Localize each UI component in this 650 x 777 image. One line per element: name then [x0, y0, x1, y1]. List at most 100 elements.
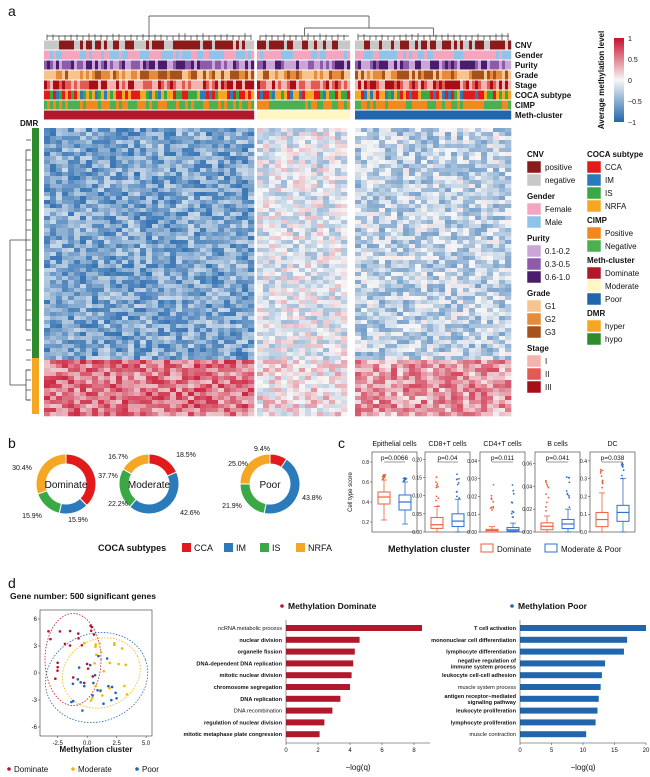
annotation-cell: [355, 40, 359, 50]
annotation-cell: [242, 80, 246, 90]
annotation-cell: [505, 60, 509, 70]
annotation-cell: [44, 50, 48, 60]
heatmap-cell: [140, 352, 147, 357]
heatmap-cell: [104, 396, 111, 401]
annotation-cell: [80, 70, 84, 80]
annotation-cell: [236, 40, 240, 50]
heatmap-cell: [56, 268, 63, 273]
heatmap-cell: [242, 172, 249, 177]
heatmap-cell: [287, 260, 294, 265]
annotation-cell: [394, 50, 398, 60]
heatmap-cell: [44, 324, 51, 329]
heatmap-cell: [206, 220, 213, 225]
heatmap-cell: [98, 316, 105, 321]
heatmap-cell: [74, 140, 81, 145]
heatmap-cell: [116, 300, 123, 305]
heatmap-cell: [257, 336, 264, 341]
heatmap-cell: [92, 192, 99, 197]
heatmap-cell: [305, 300, 312, 305]
heatmap-cell: [230, 340, 237, 345]
heatmap-cell: [206, 340, 213, 345]
heatmap-cell: [188, 200, 195, 205]
heatmap-cell: [236, 368, 243, 373]
heatmap-cell: [176, 312, 183, 317]
heatmap-cell: [86, 400, 93, 405]
annotation-cell: [281, 110, 285, 120]
annotation-cell: [284, 80, 288, 90]
heatmap-cell: [86, 264, 93, 269]
heatmap-cell: [104, 212, 111, 217]
annotation-cell: [451, 100, 455, 110]
heatmap-cell: [86, 380, 93, 385]
heatmap-cell: [134, 344, 141, 349]
annotation-cell: [361, 40, 365, 50]
heatmap-cell: [299, 232, 306, 237]
heatmap-cell: [56, 252, 63, 257]
annotation-cell: [290, 110, 294, 120]
heatmap-cell: [170, 156, 177, 161]
annotation-cell: [188, 70, 192, 80]
heatmap-cell: [164, 136, 171, 141]
heatmap-cell: [152, 272, 159, 277]
heatmap-cell: [257, 232, 264, 237]
heatmap-cell: [230, 200, 237, 205]
heatmap-cell: [146, 204, 153, 209]
heatmap-cell: [311, 156, 318, 161]
heatmap-cell: [257, 136, 264, 141]
heatmap-cell: [140, 368, 147, 373]
annotation-cell: [230, 110, 234, 120]
annotation-cell: [412, 60, 416, 70]
annotation-cell: [125, 110, 129, 120]
heatmap-cell: [122, 224, 129, 229]
heatmap-cell: [341, 380, 348, 385]
heatmap-cell: [128, 140, 135, 145]
heatmap-cell: [317, 412, 324, 417]
annotation-cell: [424, 60, 428, 70]
annotation-cell: [493, 110, 497, 120]
heatmap-cell: [212, 156, 219, 161]
heatmap-cell: [116, 332, 123, 337]
heatmap-cell: [134, 368, 141, 373]
annotation-cell: [299, 100, 303, 110]
heatmap-cell: [355, 136, 362, 141]
heatmap-cell: [164, 264, 171, 269]
heatmap-cell: [335, 328, 342, 333]
heatmap-cell: [230, 268, 237, 273]
heatmap-cell: [62, 384, 69, 389]
annotation-cell: [475, 60, 479, 70]
heatmap-cell: [481, 132, 488, 137]
heatmap-cell: [212, 368, 219, 373]
annotation-cell: [311, 40, 315, 50]
heatmap-cell: [230, 144, 237, 149]
heatmap-cell: [275, 208, 282, 213]
heatmap-cell: [224, 320, 231, 325]
heatmap-cell: [92, 360, 99, 365]
heatmap-cell: [317, 268, 324, 273]
annotation-cell: [155, 70, 159, 80]
heatmap-cell: [236, 404, 243, 409]
heatmap-cell: [188, 208, 195, 213]
heatmap-cell: [116, 172, 123, 177]
annotation-cell: [245, 100, 249, 110]
heatmap-cell: [335, 352, 342, 357]
heatmap-cell: [269, 236, 276, 241]
heatmap-cell: [50, 404, 57, 409]
annotation-cell: [47, 100, 51, 110]
annotation-cell: [191, 80, 195, 90]
heatmap-cell: [164, 248, 171, 253]
heatmap-cell: [317, 404, 324, 409]
heatmap-cell: [281, 408, 288, 413]
heatmap-cell: [341, 204, 348, 209]
heatmap-cell: [248, 344, 255, 349]
heatmap-cell: [323, 240, 330, 245]
annotation-cell: [107, 70, 111, 80]
heatmap-cell: [335, 160, 342, 165]
heatmap-cell: [182, 272, 189, 277]
heatmap-cell: [110, 404, 117, 409]
heatmap-cell: [50, 316, 57, 321]
heatmap-cell: [128, 336, 135, 341]
heatmap-cell: [275, 244, 282, 249]
heatmap-cell: [323, 176, 330, 181]
heatmap-cell: [218, 308, 225, 313]
annotation-cell: [338, 90, 342, 100]
